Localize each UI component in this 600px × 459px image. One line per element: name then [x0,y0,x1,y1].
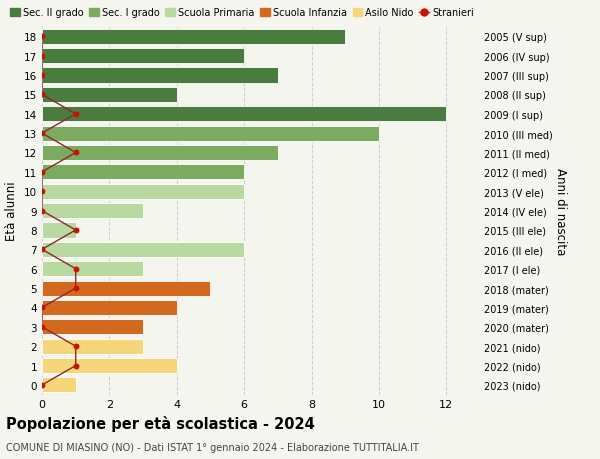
Point [37,72,47,79]
Point [71,111,80,118]
Legend: Sec. II grado, Sec. I grado, Scuola Primaria, Scuola Infanzia, Asilo Nido, Stran: Sec. II grado, Sec. I grado, Scuola Prim… [6,5,478,22]
Point [37,34,47,41]
Bar [42,319,143,335]
Bar [42,126,379,141]
Point [37,324,47,331]
Y-axis label: Anni di nascita: Anni di nascita [554,168,567,255]
Bar [42,378,76,392]
Point [37,381,47,389]
Bar [42,30,345,45]
Point [71,362,80,369]
Bar [42,184,244,199]
Point [71,150,80,157]
Point [37,130,47,138]
Point [71,285,80,292]
Bar [42,358,177,373]
Bar [42,262,143,277]
Bar [42,281,211,296]
Point [37,188,47,196]
Bar [42,146,278,161]
Bar [42,223,76,238]
Point [37,91,47,99]
Point [71,343,80,350]
Text: Popolazione per età scolastica - 2024: Popolazione per età scolastica - 2024 [6,415,315,431]
Bar [42,300,177,315]
Bar [42,88,177,103]
Bar [42,107,446,122]
Y-axis label: Età alunni: Età alunni [5,181,19,241]
Point [71,265,80,273]
Bar [42,242,244,257]
Bar [42,49,244,64]
Point [71,227,80,234]
Bar [42,339,143,354]
Point [37,207,47,215]
Bar [42,204,143,218]
Bar [42,165,244,180]
Point [37,304,47,312]
Point [37,53,47,60]
Bar [42,68,278,84]
Point [37,246,47,253]
Point [37,169,47,176]
Text: COMUNE DI MIASINO (NO) - Dati ISTAT 1° gennaio 2024 - Elaborazione TUTTITALIA.IT: COMUNE DI MIASINO (NO) - Dati ISTAT 1° g… [6,442,419,452]
